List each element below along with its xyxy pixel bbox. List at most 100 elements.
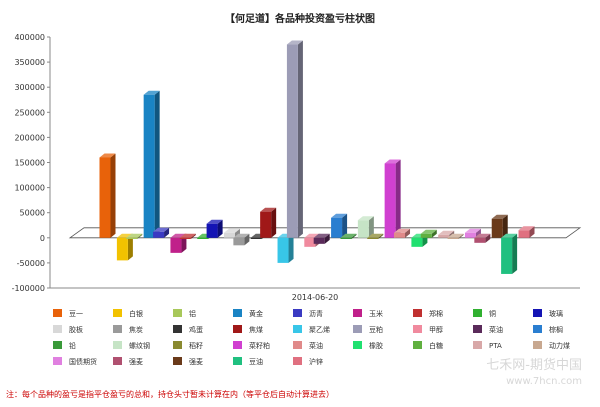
legend-label: 豆粕 — [369, 325, 383, 334]
legend-swatch — [53, 309, 62, 317]
bar-side — [368, 216, 374, 238]
bar-top — [447, 233, 464, 238]
bar-side — [485, 233, 491, 243]
bar-front — [286, 44, 298, 238]
bar-front — [233, 237, 245, 246]
legend-swatch — [113, 309, 122, 317]
bar — [447, 233, 464, 239]
bar-side — [342, 213, 348, 238]
bar-front — [394, 232, 406, 238]
bar — [206, 219, 223, 238]
bar-side — [458, 233, 464, 239]
bar — [286, 40, 303, 238]
y-tick-label: 400000 — [14, 33, 45, 42]
legend-label: 豆油 — [249, 357, 263, 366]
legend-label: 黄金 — [249, 309, 263, 318]
bar — [491, 214, 508, 238]
bar-side — [288, 233, 294, 263]
y-tick-label: 0 — [40, 234, 45, 243]
bar-top — [206, 219, 223, 224]
legend-swatch — [473, 341, 482, 349]
legend-label: 棕榈 — [549, 325, 563, 334]
bar — [420, 229, 437, 238]
bar-top — [233, 233, 250, 238]
y-tick-label: 300000 — [14, 83, 45, 92]
legend-label: 铜 — [489, 309, 496, 318]
bar-top — [331, 213, 348, 218]
legend-label: 玉米 — [369, 309, 383, 318]
legend-label: 强麦 — [129, 357, 143, 366]
bar-top — [99, 153, 116, 158]
x-category-label: 2014-06-20 — [292, 293, 339, 302]
bar — [179, 233, 196, 239]
legend-swatch — [473, 325, 482, 333]
bar-side — [395, 159, 401, 238]
legend-swatch — [233, 341, 242, 349]
y-tick-label: -50000 — [17, 259, 45, 268]
legend-label: 甲醇 — [429, 325, 443, 334]
legend-label: 焦炭 — [129, 325, 143, 334]
bar — [367, 233, 384, 239]
bar — [394, 228, 411, 238]
bar — [143, 90, 160, 238]
bar-side — [512, 233, 518, 274]
legend-label: 胶板 — [69, 325, 83, 334]
legend-swatch — [353, 309, 362, 317]
bar — [384, 159, 401, 238]
bar-top — [357, 216, 374, 221]
y-tick-label: 200000 — [14, 133, 45, 142]
watermark: 七禾网-期货中国 www.7hcn.com — [486, 358, 582, 390]
legend-swatch — [233, 309, 242, 317]
legend-swatch — [113, 357, 122, 365]
bar-top — [143, 90, 160, 95]
bar-side — [502, 214, 508, 238]
bar-side — [190, 233, 196, 239]
legend-label: 菜油 — [309, 341, 323, 350]
legend-label: 螺纹钢 — [129, 341, 150, 350]
bar — [518, 226, 535, 238]
bar-side — [529, 226, 535, 238]
legend-label: 国债期货 — [69, 357, 97, 366]
bar-front — [99, 157, 111, 238]
bar-side — [297, 40, 303, 238]
legend-swatch — [53, 341, 62, 349]
bar-top — [394, 228, 411, 233]
bar-top — [491, 214, 508, 219]
bar — [277, 233, 294, 263]
legend-swatch — [173, 357, 182, 365]
legend-label: 稻籽 — [189, 341, 203, 350]
legend-swatch — [353, 325, 362, 333]
legend-swatch — [293, 309, 302, 317]
bar-front — [367, 237, 379, 239]
bar-front — [197, 237, 209, 239]
bar-front — [170, 237, 182, 253]
bar-front — [153, 231, 165, 238]
footer-note: 注：每个品种的盈亏是指平仓盈亏的总和，持仓头寸暂未计算在内（等平仓后自动计算进去… — [6, 390, 334, 399]
bar-side — [324, 233, 330, 244]
legend-label: 强麦 — [189, 357, 203, 366]
legend-swatch — [473, 309, 482, 317]
legend-label: 白糖 — [429, 341, 443, 350]
legend-label: 铝 — [189, 309, 196, 318]
bar-front — [277, 237, 289, 263]
bar-side — [154, 90, 160, 238]
legend-swatch — [293, 341, 302, 349]
legend-label: 焦煤 — [249, 325, 263, 334]
chart-title: 【何足道】各品种投资盈亏柱状图 — [225, 14, 375, 25]
bar-front — [313, 237, 325, 244]
bar-side — [127, 233, 133, 261]
legend-label: 菜油 — [489, 325, 503, 334]
bar-top — [420, 229, 437, 234]
legend-label: PTA — [489, 342, 502, 350]
bar-side — [244, 233, 250, 246]
bar-front — [143, 94, 155, 238]
bar — [340, 233, 357, 239]
bar-front — [491, 218, 503, 238]
bar-front — [223, 232, 235, 238]
bar-top — [260, 207, 277, 212]
legend-swatch — [533, 325, 542, 333]
legend-swatch — [53, 325, 62, 333]
legend-swatch — [533, 341, 542, 349]
legend-label: 聚乙烯 — [309, 325, 330, 334]
bar-top — [153, 227, 170, 232]
